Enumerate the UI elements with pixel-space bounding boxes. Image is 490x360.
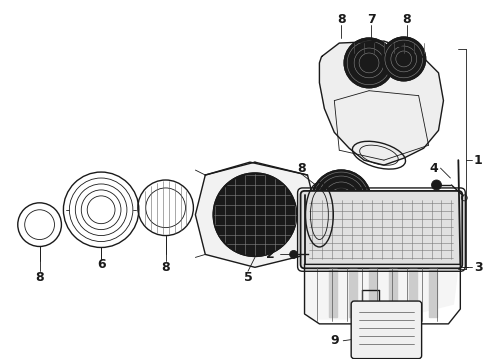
- Circle shape: [344, 38, 394, 88]
- Text: 8: 8: [35, 271, 44, 284]
- Text: 9: 9: [331, 334, 339, 347]
- Text: 2: 2: [266, 248, 275, 261]
- Text: 8: 8: [337, 13, 345, 26]
- Polygon shape: [329, 269, 337, 317]
- Text: 8: 8: [402, 13, 411, 26]
- Text: 6: 6: [97, 258, 105, 271]
- Text: 8: 8: [297, 162, 306, 175]
- FancyBboxPatch shape: [351, 301, 421, 359]
- Polygon shape: [389, 269, 397, 317]
- Text: 4: 4: [430, 162, 439, 175]
- Text: 5: 5: [244, 271, 252, 284]
- Circle shape: [213, 173, 296, 256]
- Polygon shape: [369, 269, 377, 317]
- Circle shape: [312, 170, 371, 230]
- Polygon shape: [429, 269, 437, 317]
- Circle shape: [290, 251, 297, 258]
- Polygon shape: [196, 162, 318, 267]
- Text: 8: 8: [161, 261, 170, 274]
- FancyBboxPatch shape: [300, 191, 462, 268]
- Polygon shape: [349, 269, 357, 317]
- Circle shape: [432, 180, 441, 190]
- Text: 1: 1: [474, 154, 483, 167]
- Polygon shape: [409, 269, 416, 317]
- Circle shape: [382, 37, 426, 81]
- Text: 7: 7: [367, 13, 375, 26]
- Polygon shape: [305, 264, 458, 319]
- Polygon shape: [319, 41, 443, 165]
- Text: 3: 3: [474, 261, 483, 274]
